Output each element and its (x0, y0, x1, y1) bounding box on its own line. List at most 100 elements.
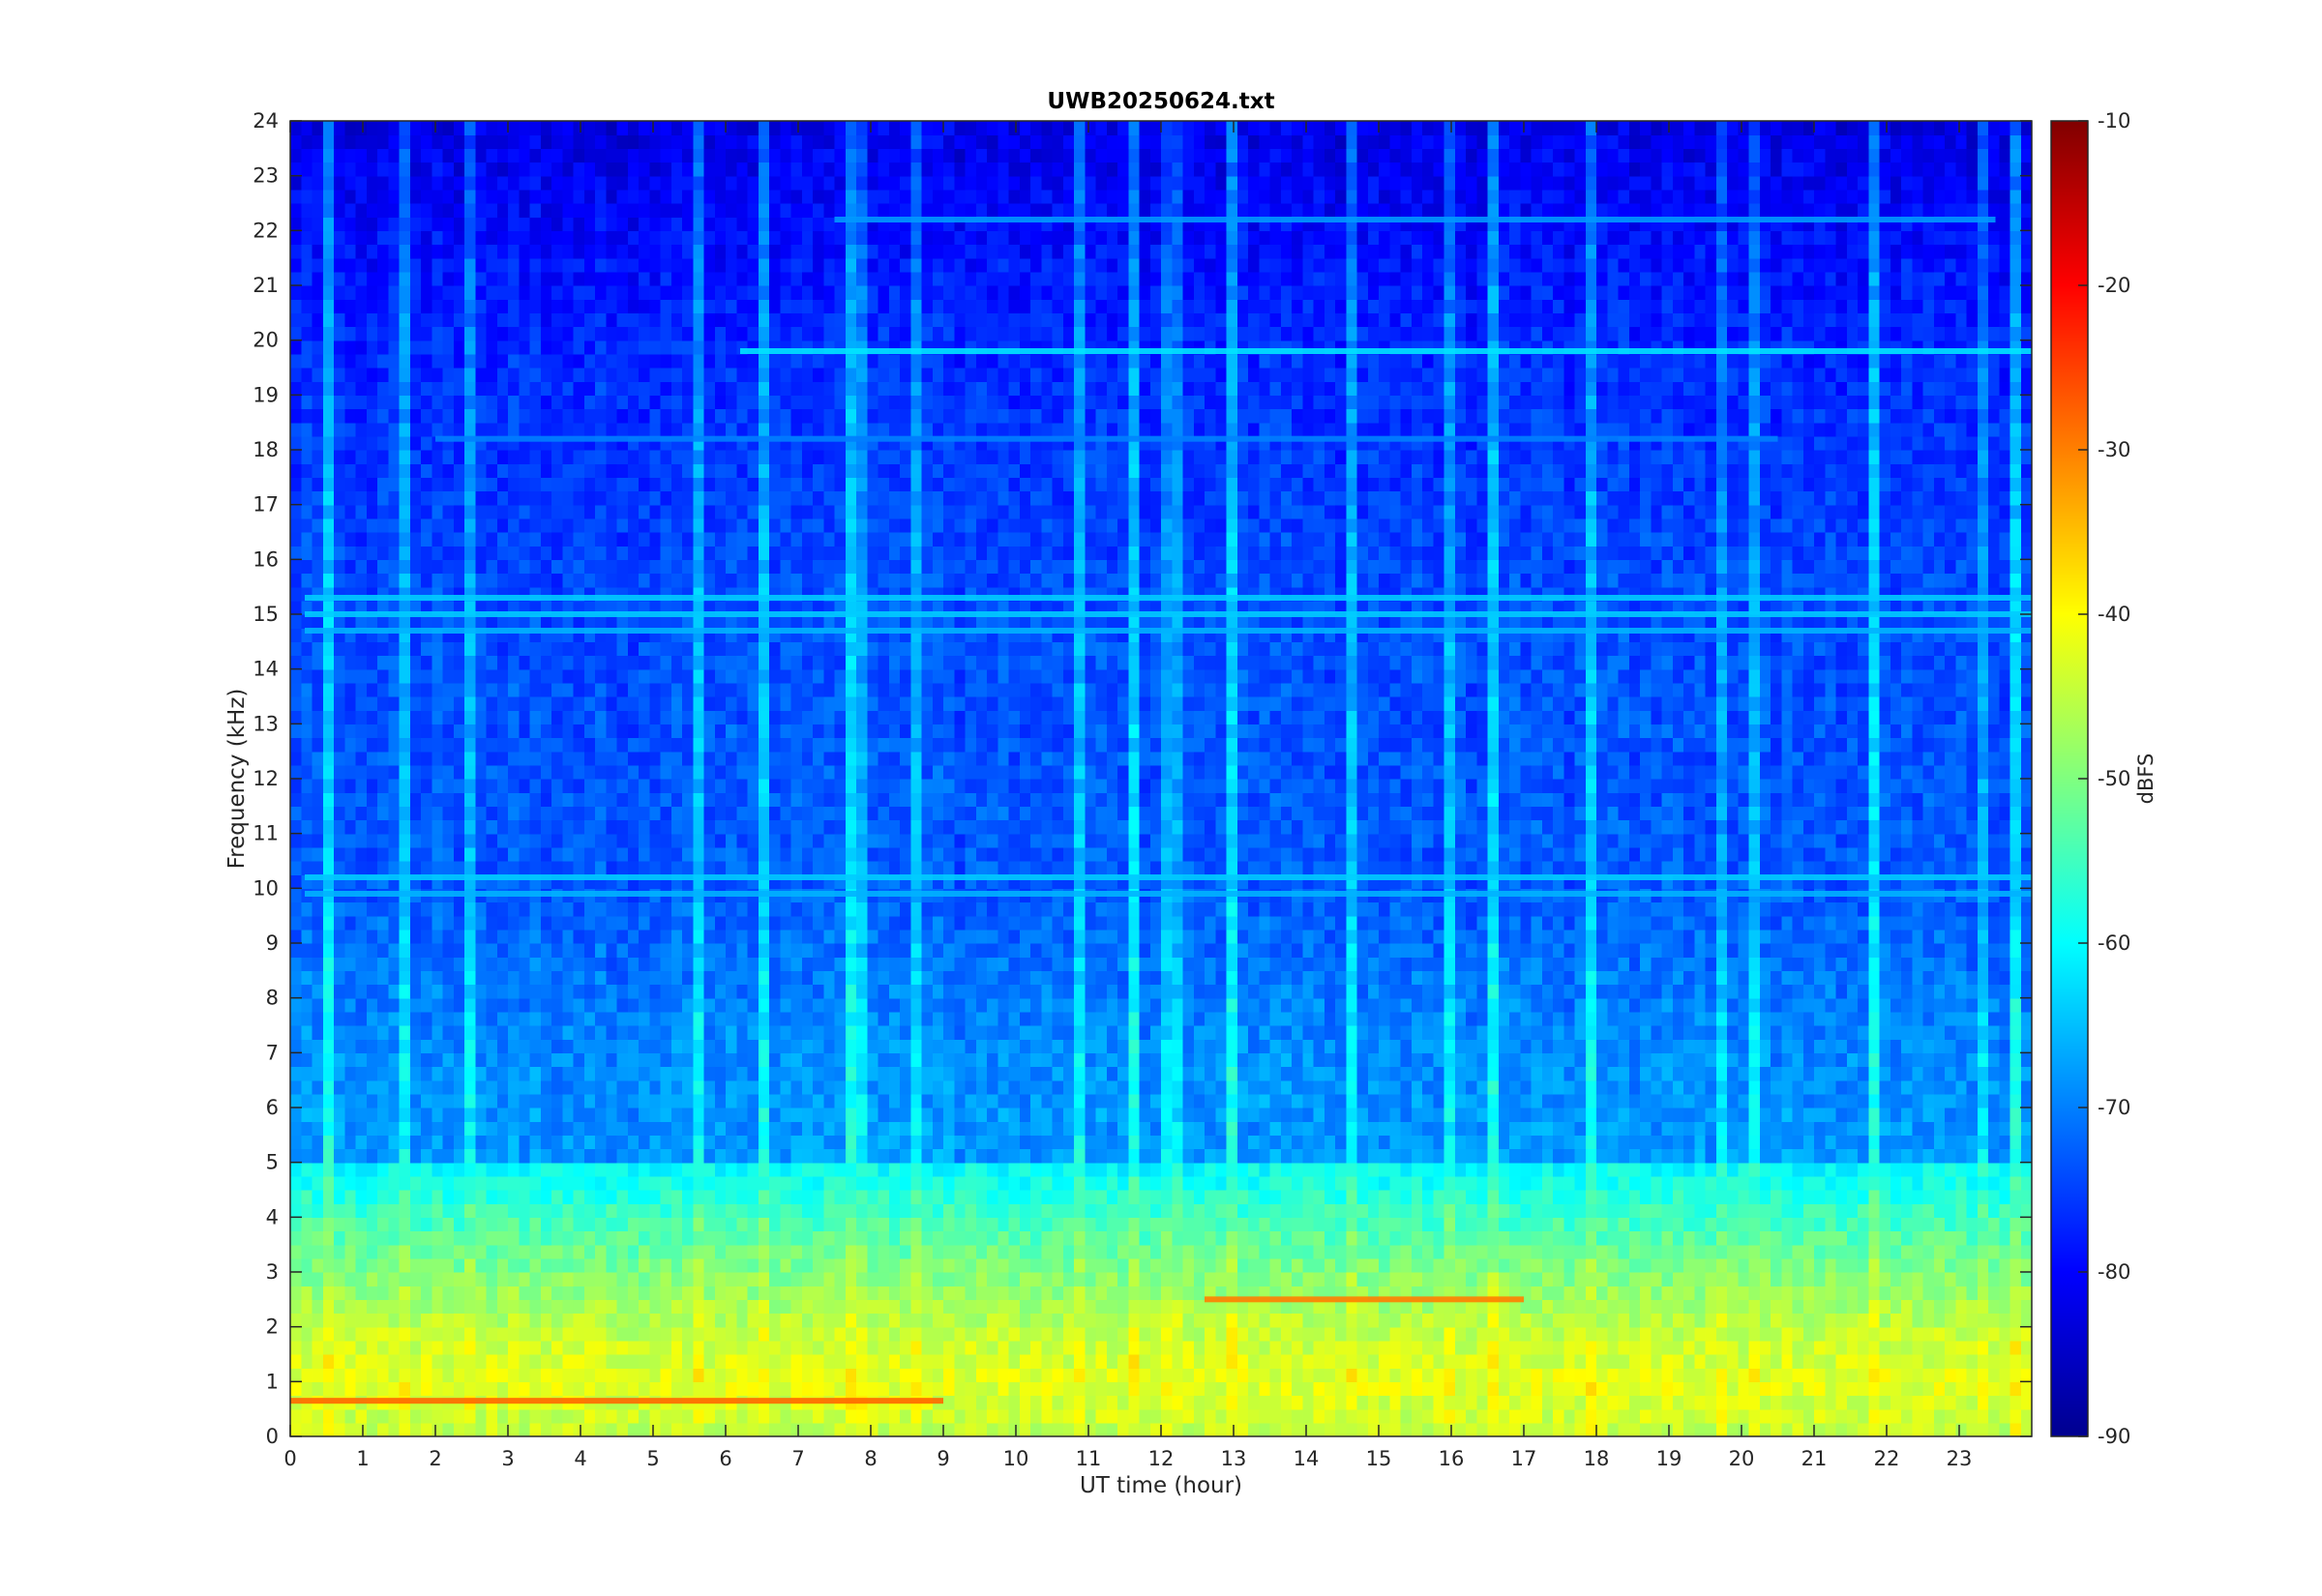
heatmap-cell (1499, 1163, 1510, 1177)
heatmap-cell (290, 1381, 302, 1396)
heatmap-cell (1455, 1409, 1467, 1424)
heatmap-cell (997, 1258, 1009, 1273)
heatmap-cell (1542, 1025, 1554, 1040)
heatmap-cell (377, 1231, 389, 1246)
heatmap-cell (1596, 1409, 1608, 1424)
heatmap-cell (1128, 1245, 1140, 1259)
heatmap-cell (1945, 1203, 1956, 1218)
heatmap-cell (1379, 1163, 1390, 1177)
heatmap-cell (628, 1286, 640, 1300)
heatmap-cell (400, 1217, 411, 1231)
heatmap-cell (1760, 1354, 1771, 1369)
heatmap-cell (671, 1354, 683, 1369)
heatmap-cell (1215, 1272, 1227, 1286)
heatmap-cell (835, 1368, 847, 1382)
heatmap-cell (1520, 1163, 1532, 1177)
heatmap-cell (639, 1190, 650, 1204)
heatmap-cell (541, 1354, 552, 1369)
heatmap-cell (1433, 1327, 1444, 1342)
heatmap-cell (617, 1368, 629, 1382)
heatmap-cell (1172, 1025, 1183, 1040)
heatmap-cell (823, 1231, 835, 1246)
heatmap-cell (1455, 1341, 1467, 1355)
heatmap-cell (464, 998, 476, 1013)
heatmap-cell (1825, 1286, 1836, 1300)
heatmap-cell (519, 1012, 530, 1026)
heatmap-cell (313, 1108, 324, 1122)
heatmap-cell (1292, 1149, 1303, 1164)
heatmap-cell (530, 1080, 542, 1095)
heatmap-cell (780, 1327, 791, 1342)
heatmap-cell (1596, 1052, 1608, 1067)
heatmap-cell (1520, 1341, 1532, 1355)
heatmap-cell (823, 1368, 835, 1382)
heatmap-cell (759, 1149, 770, 1164)
heatmap-cell (1314, 1121, 1325, 1136)
heatmap-cell (1509, 1423, 1521, 1437)
heatmap-cell (1955, 1052, 1967, 1067)
heatmap-cell (1934, 1108, 1946, 1122)
heatmap-cell (1389, 1176, 1401, 1191)
heatmap-cell (1433, 1341, 1444, 1355)
heatmap-cell (421, 1094, 432, 1108)
heatmap-cell (1020, 1245, 1031, 1259)
heatmap-cell (1227, 1381, 1238, 1396)
heatmap-cell (1596, 1354, 1608, 1369)
heatmap-cell (1803, 1341, 1815, 1355)
heatmap-cell (1085, 1354, 1096, 1369)
heatmap-cell (334, 1121, 345, 1136)
heatmap-cell (1923, 1163, 1935, 1177)
heatmap-cell (1978, 1409, 1989, 1424)
heatmap-cell (475, 1121, 487, 1136)
heatmap-cell (1096, 1423, 1108, 1437)
heatmap-cell (562, 1272, 574, 1286)
heatmap-cell (649, 1190, 661, 1204)
heatmap-cell (726, 1121, 737, 1136)
heatmap-cell (1532, 1067, 1543, 1081)
heatmap-cell (410, 1272, 422, 1286)
heatmap-cell (377, 1272, 389, 1286)
heatmap-cell (1716, 1217, 1728, 1231)
heatmap-cell (1053, 1012, 1064, 1026)
heatmap-cell (910, 1217, 922, 1231)
heatmap-cell (943, 1135, 955, 1149)
heatmap-cell (1716, 1341, 1728, 1355)
heatmap-cell (987, 1258, 998, 1273)
heatmap-cell (464, 1217, 476, 1231)
heatmap-cell (1389, 1258, 1401, 1273)
heatmap-cell (1183, 1272, 1195, 1286)
heatmap-cell (1128, 1121, 1140, 1136)
heatmap-cell (889, 1039, 901, 1053)
heatmap-cell (1586, 1052, 1597, 1067)
heatmap-cell (323, 1368, 335, 1382)
heatmap-cell (1999, 1121, 2010, 1136)
heatmap-cell (1248, 1052, 1260, 1067)
heatmap-cell (1422, 1039, 1434, 1053)
heatmap-cell (1466, 1039, 1477, 1053)
heatmap-cell (323, 1080, 335, 1095)
heatmap-cell (1357, 1094, 1369, 1108)
heatmap-cell (519, 1314, 530, 1328)
heatmap-cell (1107, 1190, 1118, 1204)
heatmap-cell (562, 1231, 574, 1246)
heatmap-cell (1379, 1121, 1390, 1136)
heatmap-cell (726, 1423, 737, 1437)
heatmap-cell (301, 1409, 313, 1424)
heatmap-cell (1716, 1327, 1728, 1342)
heatmap-cell (334, 1012, 345, 1026)
heatmap-cell (1967, 1190, 1979, 1204)
heatmap-cell (606, 1080, 617, 1095)
heatmap-cell (1793, 1381, 1804, 1396)
heatmap-cell (1389, 1314, 1401, 1328)
heatmap-cell (1988, 1299, 2000, 1314)
heatmap-cell (769, 1354, 781, 1369)
heatmap-cell (661, 1135, 672, 1149)
heatmap-cell (454, 1190, 465, 1204)
heatmap-cell (1825, 1299, 1836, 1314)
heatmap-cell (1150, 1354, 1162, 1369)
heatmap-cell (1727, 1121, 1739, 1136)
heatmap-cell (1379, 1012, 1390, 1026)
heatmap-cell (671, 1039, 683, 1053)
heatmap-cell (846, 1314, 857, 1328)
heatmap-cell (1041, 1080, 1053, 1095)
